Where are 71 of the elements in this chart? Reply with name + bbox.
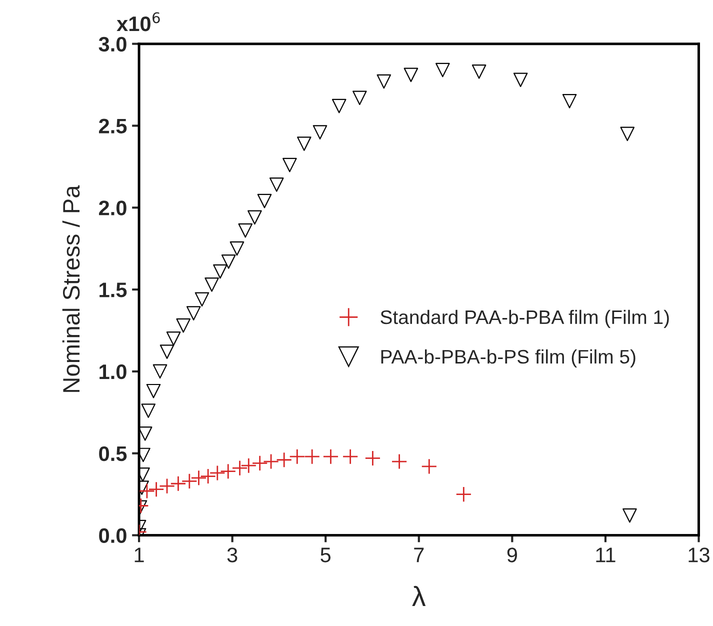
point: [230, 241, 244, 256]
point: [364, 450, 381, 466]
x-tick-label: 1: [134, 548, 144, 562]
y-tick-label: 1.5: [100, 282, 127, 298]
point: [352, 90, 367, 106]
y-tick-label: 3.0: [98, 36, 126, 52]
point: [146, 384, 161, 398]
y-tick-label: 0.5: [99, 446, 127, 462]
point: [213, 264, 228, 279]
point: [269, 178, 284, 192]
point: [160, 344, 174, 359]
point: [562, 94, 577, 108]
point: [376, 74, 392, 89]
point: [282, 158, 297, 172]
point: [332, 98, 346, 114]
x-tick-label: 7: [414, 548, 424, 562]
point: [141, 404, 156, 418]
point: [248, 210, 262, 225]
point: [166, 332, 181, 346]
y-tick-label: 0.0: [99, 528, 126, 543]
point: [204, 277, 219, 292]
point: [257, 194, 272, 208]
x-tick-label: 3: [227, 548, 238, 562]
y-tick-label: 1.0: [100, 364, 126, 380]
point: [391, 454, 408, 470]
point: [159, 478, 175, 494]
point: [240, 458, 257, 474]
point: [176, 318, 190, 333]
point: [263, 454, 280, 470]
point: [194, 292, 210, 306]
point: [220, 463, 236, 480]
x-tick-label: 5: [320, 548, 331, 562]
point: [342, 448, 358, 465]
point: [304, 448, 320, 465]
y-tick-label: 2.0: [98, 200, 126, 216]
point: [181, 473, 198, 490]
point: [276, 452, 292, 468]
point: [620, 126, 635, 142]
legend-label: PAA-b-PBA-b-PS film (Film 5): [381, 349, 636, 368]
point: [148, 481, 164, 498]
point: [436, 62, 450, 78]
point: [238, 223, 253, 238]
point: [139, 426, 152, 441]
point: [200, 468, 216, 484]
point: [252, 455, 268, 472]
x-tick-label: 11: [596, 548, 616, 562]
legend-label: Standard PAA-b-PBA film (Film 1): [380, 310, 669, 328]
point: [186, 306, 201, 320]
point: [170, 476, 186, 492]
y-tick-label: 2.5: [98, 118, 127, 134]
point: [139, 483, 155, 499]
point: [297, 136, 312, 151]
x-tick-label: 13: [688, 548, 710, 562]
point: [289, 448, 306, 465]
x-axis-title: λ: [412, 586, 426, 606]
point: [209, 465, 226, 481]
point: [622, 508, 637, 523]
point: [421, 458, 438, 474]
y-axis-title: Nominal Stress / Pa: [62, 185, 80, 392]
point: [221, 254, 236, 269]
text: x10$^{6}$: [116, 12, 160, 32]
point: [190, 470, 207, 486]
point: [456, 486, 472, 502]
point: [322, 448, 339, 465]
point: [152, 364, 168, 379]
point: [513, 72, 528, 87]
x-tick-label: 9: [507, 548, 517, 562]
point: [232, 460, 248, 476]
point: [312, 125, 328, 140]
point: [472, 64, 486, 79]
point: [404, 68, 418, 82]
